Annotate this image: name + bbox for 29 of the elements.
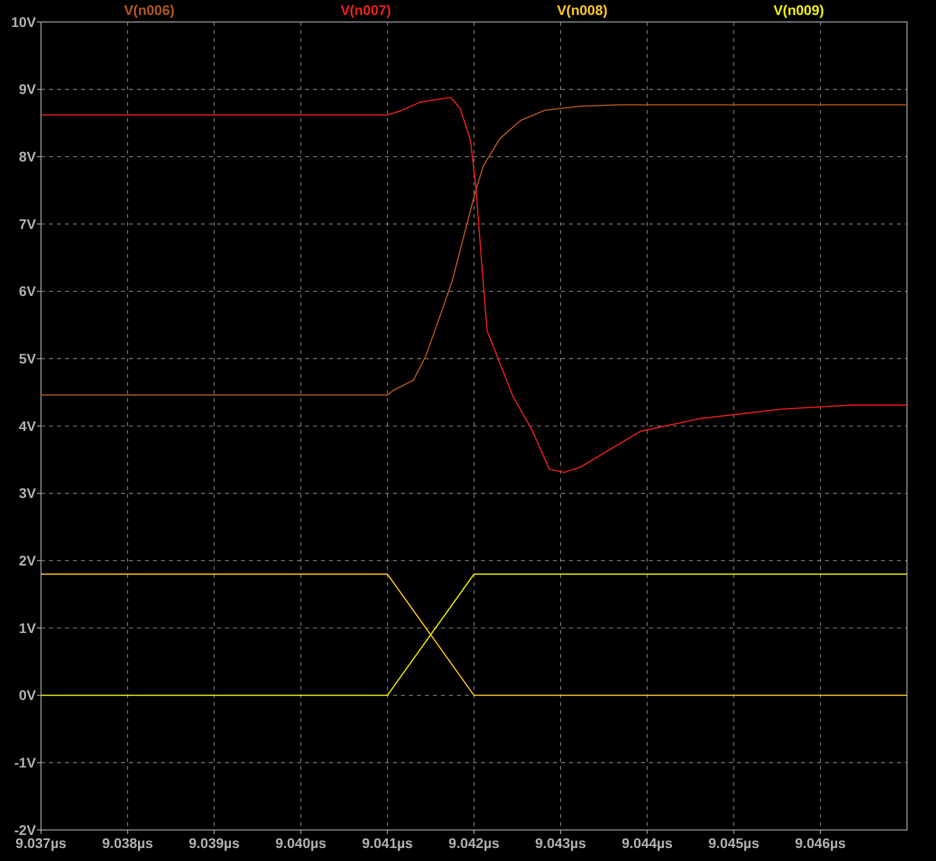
y-tick-label: 9V — [18, 81, 37, 98]
y-tick-label: 3V — [18, 485, 37, 502]
text: V(n009) — [773, 2, 824, 18]
y-tick-label: 5V — [18, 350, 37, 367]
text: V(n007) — [340, 2, 392, 18]
y-tick-label: 10V — [11, 14, 37, 30]
x-tick-label: 9.040µs — [275, 835, 326, 851]
x-tick-label: 9.046µs — [794, 835, 846, 851]
y-tick-label: -1V — [14, 754, 37, 771]
x-tick-label: 9.039µs — [188, 835, 240, 851]
text: V(n006) — [124, 2, 175, 18]
text: V(n008) — [556, 2, 608, 18]
y-tick-label: 6V — [18, 283, 37, 300]
x-tick-label: 9.041µs — [362, 835, 414, 851]
x-tick-label: 9.044µs — [622, 835, 673, 851]
y-tick-label: 2V — [18, 552, 37, 569]
y-tick-label: 8V — [18, 148, 37, 165]
y-tick-label: 7V — [18, 216, 37, 232]
line-series — [41, 96, 907, 474]
y-tick-label: 0V — [18, 687, 37, 704]
y-tick-label: 1V — [18, 620, 37, 636]
y-tick-label: 4V — [18, 418, 37, 434]
x-tick-label: 9.038µs — [102, 835, 154, 851]
line-series — [41, 104, 907, 396]
x-tick-label: 9.042µs — [448, 835, 500, 851]
x-tick-label: 9.043µs — [535, 835, 586, 851]
x-tick-label: 9.037µs — [16, 835, 67, 851]
x-tick-label: 9.045µs — [708, 835, 760, 851]
y-tick-label: -2V — [14, 822, 37, 838]
